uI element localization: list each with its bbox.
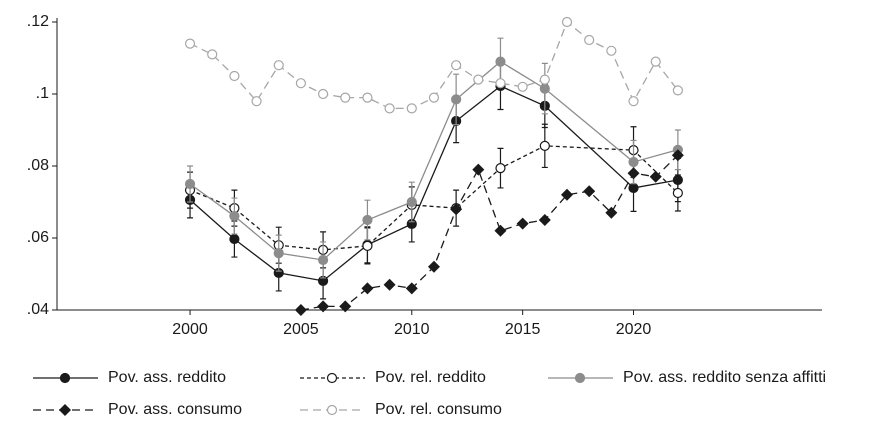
point (495, 163, 506, 174)
point (451, 94, 462, 105)
point (605, 206, 618, 219)
point (628, 182, 639, 194)
point (427, 260, 440, 273)
point (294, 304, 307, 316)
point (539, 140, 550, 151)
point (538, 214, 551, 226)
legend-label: Pov. ass. consumo (108, 401, 242, 418)
point (229, 210, 240, 222)
point (340, 92, 351, 103)
point (273, 60, 284, 71)
point (362, 214, 373, 226)
legend-marker (326, 404, 338, 416)
point (517, 81, 528, 92)
series-line (300, 154, 679, 311)
legend-marker (574, 372, 586, 384)
point (628, 96, 639, 107)
point (273, 248, 284, 259)
point (561, 188, 573, 201)
point (317, 88, 329, 100)
point (473, 74, 484, 85)
point (361, 282, 374, 295)
legend-marker (59, 404, 71, 416)
point (317, 300, 330, 313)
y-tick-label: .06 (27, 229, 49, 246)
point (428, 92, 440, 103)
point (495, 56, 506, 67)
point (494, 224, 507, 237)
point (627, 167, 640, 180)
y-tick-label: .08 (27, 157, 49, 174)
point (383, 278, 396, 291)
point (650, 56, 661, 67)
y-tick-label: .04 (27, 301, 49, 318)
point (539, 74, 550, 85)
point (583, 185, 596, 198)
point (561, 16, 573, 28)
point (184, 38, 196, 49)
y-tick-label: .12 (27, 13, 49, 30)
legend-label: Pov. ass. reddito (108, 369, 226, 386)
point (317, 254, 329, 266)
series-line (189, 85, 678, 282)
x-tick-label: 2010 (394, 321, 430, 338)
y-tick-label: .1 (36, 85, 49, 102)
point (207, 49, 218, 60)
point (628, 156, 639, 168)
point (671, 149, 684, 162)
point (406, 196, 417, 208)
point (229, 233, 240, 245)
x-tick-label: 2005 (283, 321, 319, 338)
point (229, 70, 240, 82)
point (606, 45, 617, 56)
point (672, 85, 683, 96)
point (405, 282, 418, 295)
point (450, 203, 463, 216)
point (251, 96, 262, 107)
point (295, 78, 307, 89)
x-tick-label: 2015 (505, 321, 541, 338)
point (384, 103, 395, 114)
point (184, 178, 196, 190)
point (406, 103, 417, 114)
point (472, 163, 485, 176)
point (672, 187, 683, 199)
legend-label: Pov. rel. reddito (375, 369, 486, 386)
point (362, 240, 373, 252)
x-tick-label: 2000 (172, 321, 208, 338)
point (584, 34, 595, 46)
legend-marker (326, 372, 338, 384)
legend-label: Pov. rel. consumo (375, 401, 502, 418)
point (339, 300, 352, 313)
x-tick-label: 2020 (616, 321, 652, 338)
point (495, 78, 506, 89)
point (451, 60, 462, 71)
legend-marker (59, 372, 71, 384)
point (539, 83, 550, 94)
point (362, 92, 373, 103)
legend-label: Pov. ass. reddito senza affitti (623, 369, 826, 386)
point (516, 217, 529, 230)
point (649, 170, 662, 183)
